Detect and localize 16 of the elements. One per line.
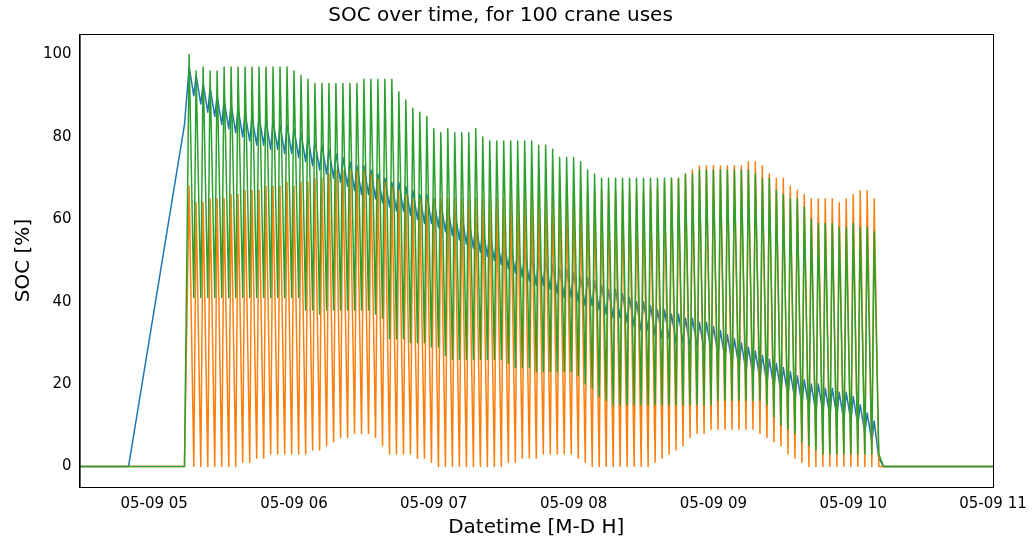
y-tick-label: 60 [52,209,72,228]
x-tick-label: 05-09 05 [120,493,188,512]
y-tick-label: 20 [52,373,72,392]
x-tick-label: 05-09 08 [539,493,608,512]
y-tick-label: 100 [42,44,72,63]
y-tick-label: 0 [62,456,72,475]
chart-title: SOC over time, for 100 crane uses [328,2,673,27]
y-tick-label: 80 [52,126,72,145]
x-tick-label: 05-09 11 [959,493,1027,512]
x-tick-label: 05-09 07 [400,493,468,512]
y-axis-title: SOC [%] [10,218,35,303]
x-axis-title: Datetime [M-D H] [448,514,625,539]
x-tick-label: 05-09 10 [819,493,887,512]
x-tick-label: 05-09 06 [260,493,328,512]
x-tick-label: 05-09 09 [679,493,748,512]
y-tick-label: 40 [52,291,72,310]
